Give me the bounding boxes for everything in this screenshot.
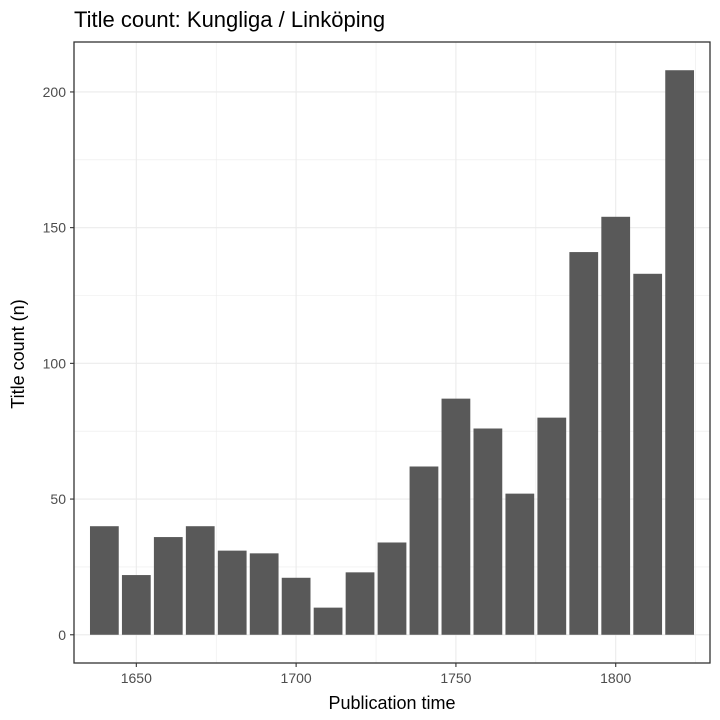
bar	[377, 542, 407, 635]
bar	[281, 577, 311, 635]
bar	[89, 526, 119, 635]
y-axis-title: Title count (n)	[8, 299, 28, 408]
bar	[537, 417, 567, 635]
x-tick-label: 1650	[121, 670, 152, 686]
bar	[153, 537, 183, 635]
bar	[633, 273, 663, 635]
bar	[217, 550, 247, 635]
axes: 1650 1700 1750 1800 0 50 100 150 200	[43, 84, 632, 686]
y-tick-label: 150	[43, 220, 67, 236]
y-tick-label: 200	[43, 84, 67, 100]
y-tick-label: 50	[50, 491, 66, 507]
bar	[409, 466, 439, 635]
bar	[185, 526, 215, 635]
bar	[505, 493, 535, 635]
bar	[345, 572, 375, 635]
x-tick-label: 1700	[281, 670, 312, 686]
bar	[121, 575, 151, 635]
y-tick-label: 0	[58, 627, 66, 643]
bars	[89, 70, 695, 635]
bar	[441, 398, 471, 635]
bar	[313, 607, 343, 635]
bar	[249, 553, 279, 635]
x-axis-title: Publication time	[328, 693, 455, 713]
bar	[569, 252, 599, 635]
y-tick-label: 100	[43, 355, 67, 371]
chart-title: Title count: Kungliga / Linköping	[74, 7, 385, 32]
bar	[601, 216, 631, 635]
x-tick-label: 1750	[440, 670, 471, 686]
panel-border	[73, 41, 711, 664]
bar	[473, 428, 503, 635]
bar	[665, 70, 695, 635]
x-tick-label: 1800	[600, 670, 631, 686]
